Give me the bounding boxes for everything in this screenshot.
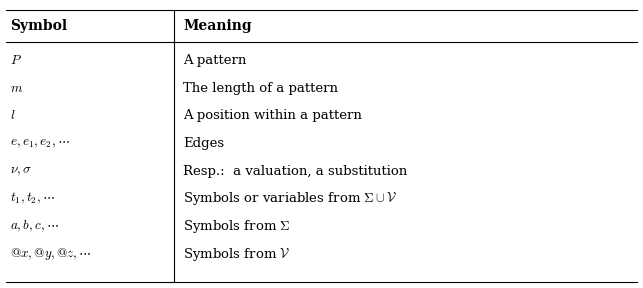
Text: $a, b, c, \cdots$: $a, b, c, \cdots$ [10,219,59,234]
Text: $t_1, t_2, \cdots$: $t_1, t_2, \cdots$ [10,191,55,206]
Text: $m$: $m$ [10,82,23,95]
Text: Resp.:  a valuation, a substitution: Resp.: a valuation, a substitution [183,164,408,178]
Text: $@x, @y, @z, \cdots$: $@x, @y, @z, \cdots$ [10,246,91,262]
Text: $P$: $P$ [10,54,21,67]
Text: A pattern: A pattern [183,54,247,67]
Text: $\nu, \sigma$: $\nu, \sigma$ [10,164,32,178]
Text: $l$: $l$ [10,109,15,122]
Text: Edges: Edges [183,137,224,150]
Text: The length of a pattern: The length of a pattern [183,82,338,95]
Text: Symbols from $\mathcal{V}$: Symbols from $\mathcal{V}$ [183,245,291,263]
Text: Symbols from $\Sigma$: Symbols from $\Sigma$ [183,218,291,235]
Text: A position within a pattern: A position within a pattern [183,109,362,122]
Text: Symbol: Symbol [10,19,67,33]
Text: $e, e_1, e_2, \cdots$: $e, e_1, e_2, \cdots$ [10,137,69,150]
Text: Symbols or variables from $\Sigma \cup \mathcal{V}$: Symbols or variables from $\Sigma \cup \… [183,190,397,207]
Text: Meaning: Meaning [183,19,252,33]
